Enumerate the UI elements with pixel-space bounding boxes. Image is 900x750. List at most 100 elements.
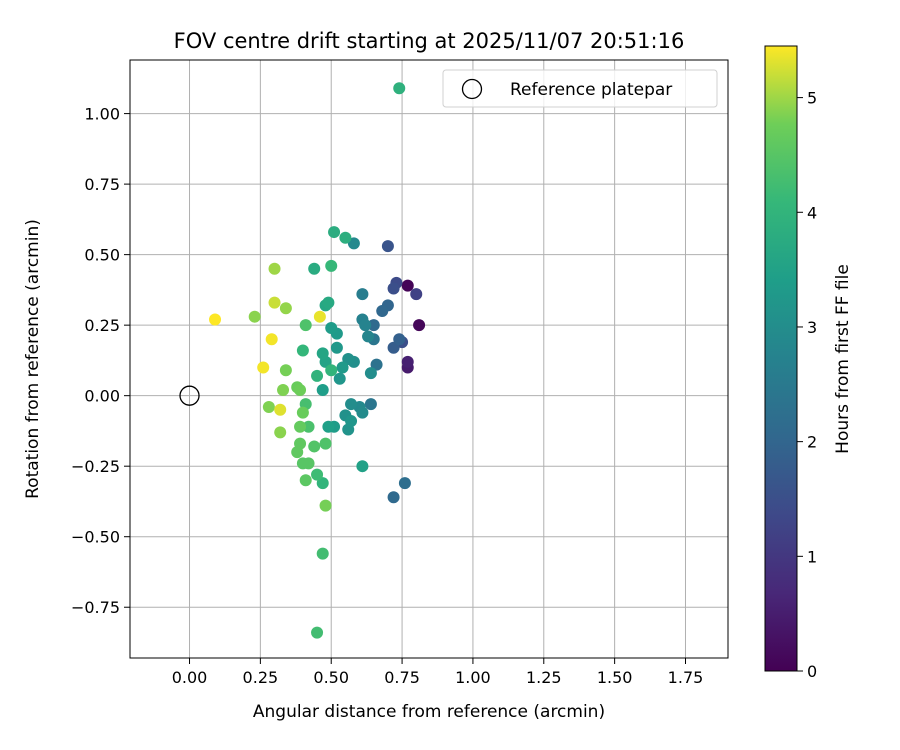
- data-point: [330, 341, 343, 354]
- y-tick-label: 0.75: [84, 175, 120, 194]
- x-tick-label: 1.00: [455, 668, 491, 687]
- y-axis-ticks: −0.75 −0.50 −0.25 0.00 0.25 0.50 0.75 1.00: [71, 105, 130, 617]
- data-point: [296, 406, 309, 419]
- data-point: [257, 361, 270, 374]
- x-tick-label: 0.00: [172, 668, 208, 687]
- y-tick-label: 0.50: [84, 246, 120, 265]
- y-axis-label: Rotation from reference (arcmin): [23, 219, 43, 499]
- colorbar-label: Hours from first FF file: [833, 264, 853, 454]
- y-tick-label: −0.25: [71, 457, 120, 476]
- x-tick-label: 1.50: [597, 668, 633, 687]
- data-point: [362, 330, 375, 343]
- data-point: [316, 477, 329, 490]
- data-point: [296, 344, 309, 357]
- data-point: [313, 310, 326, 323]
- data-point: [265, 333, 278, 346]
- x-tick-label: 1.25: [526, 668, 562, 687]
- data-point: [311, 468, 324, 481]
- data-point: [376, 305, 389, 318]
- x-tick-label: 1.75: [668, 668, 704, 687]
- data-point: [387, 341, 400, 354]
- data-point: [393, 333, 406, 346]
- data-point: [302, 420, 315, 433]
- data-point: [319, 437, 332, 450]
- data-point: [299, 474, 312, 487]
- chart-title: FOV centre drift starting at 2025/11/07 …: [174, 29, 685, 53]
- data-point: [277, 384, 290, 397]
- data-point: [364, 367, 377, 380]
- data-point: [356, 288, 369, 301]
- x-tick-label: 0.75: [384, 668, 420, 687]
- colorbar-tick-label: 4: [807, 203, 817, 222]
- legend: Reference platepar: [442, 69, 718, 108]
- x-axis-ticks: 0.00 0.25 0.50 0.75 1.00 1.25 1.50 1.75: [172, 658, 704, 687]
- data-point: [398, 477, 411, 490]
- data-point: [336, 361, 349, 374]
- data-point: [248, 310, 261, 323]
- data-point: [347, 237, 360, 250]
- colorbar-tick-label: 1: [807, 547, 817, 566]
- legend-entry: Reference platepar: [510, 80, 672, 100]
- data-point: [345, 415, 358, 428]
- y-tick-label: −0.50: [71, 528, 120, 547]
- data-point: [393, 82, 406, 95]
- y-tick-label: 0.25: [84, 316, 120, 335]
- y-tick-label: 1.00: [84, 105, 120, 124]
- data-point: [356, 406, 369, 419]
- data-point: [401, 355, 414, 368]
- data-point: [316, 384, 329, 397]
- grid: [130, 60, 728, 658]
- colorbar-tick-label: 5: [807, 89, 817, 108]
- data-point: [325, 321, 338, 334]
- plot-area: [130, 60, 728, 658]
- x-axis-label: Angular distance from reference (arcmin): [253, 702, 605, 722]
- data-point: [308, 440, 321, 453]
- data-point: [319, 499, 332, 512]
- data-point: [274, 426, 287, 439]
- data-point: [339, 231, 352, 244]
- data-point: [387, 491, 400, 504]
- data-point: [311, 626, 324, 639]
- data-point: [268, 296, 281, 309]
- data-point: [345, 398, 358, 411]
- x-tick-label: 0.25: [243, 668, 279, 687]
- data-point: [322, 420, 335, 433]
- data-point: [325, 364, 338, 377]
- data-point: [328, 226, 341, 239]
- data-point: [333, 372, 346, 385]
- data-point: [325, 259, 338, 272]
- legend-marker-icon: [461, 78, 483, 100]
- data-point: [308, 262, 321, 275]
- colorbar-ticks: 0 1 2 3 4 5: [797, 89, 817, 681]
- data-point: [279, 364, 292, 377]
- data-point: [291, 446, 304, 459]
- data-point: [311, 369, 324, 382]
- data-point: [381, 240, 394, 253]
- data-point: [274, 403, 287, 416]
- data-point: [279, 302, 292, 315]
- data-point: [322, 296, 335, 309]
- colorbar-tick-label: 0: [807, 662, 817, 681]
- colorbar-tick-label: 3: [807, 318, 817, 337]
- colorbar: 0 1 2 3 4 5 Hours from first FF file: [764, 45, 853, 681]
- data-points: [209, 82, 426, 639]
- data-point: [413, 319, 426, 332]
- colorbar-tick-label: 2: [807, 433, 817, 452]
- y-tick-label: −0.75: [71, 598, 120, 617]
- x-tick-label: 0.50: [313, 668, 349, 687]
- data-point: [401, 279, 414, 292]
- data-point: [316, 547, 329, 560]
- data-point: [370, 358, 383, 371]
- data-point: [410, 288, 423, 301]
- data-point: [268, 262, 281, 275]
- data-point: [359, 319, 372, 332]
- data-point: [387, 282, 400, 295]
- data-point: [262, 400, 275, 413]
- data-point: [294, 384, 307, 397]
- data-point: [342, 353, 355, 365]
- data-point: [356, 460, 369, 473]
- data-point: [209, 313, 222, 326]
- reference-platepar-marker: [179, 385, 200, 406]
- data-point: [296, 457, 309, 470]
